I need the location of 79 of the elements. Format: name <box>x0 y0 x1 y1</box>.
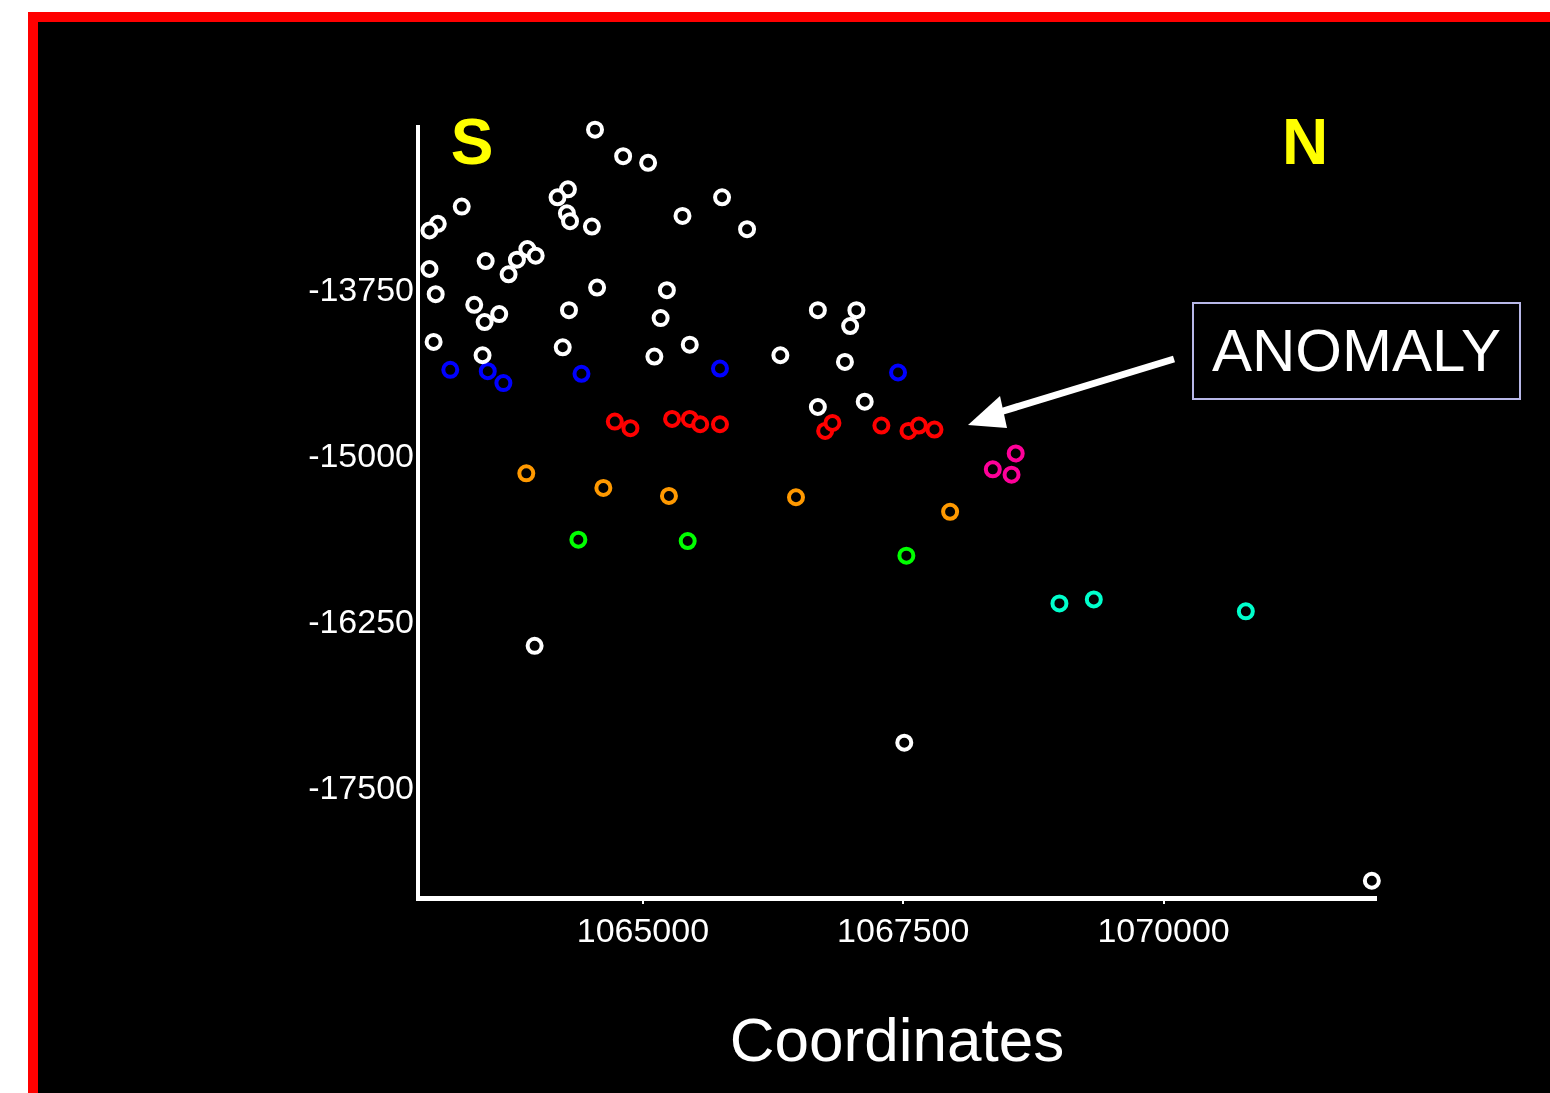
y-tick-label: -16250 <box>308 601 414 640</box>
point <box>452 197 471 216</box>
point <box>586 120 605 139</box>
point <box>771 346 790 365</box>
point <box>680 335 699 354</box>
point <box>983 460 1002 479</box>
point <box>909 416 928 435</box>
point <box>691 415 710 434</box>
point <box>475 313 494 332</box>
point <box>808 398 827 416</box>
point <box>594 478 613 497</box>
point <box>710 359 729 378</box>
point <box>490 305 509 324</box>
point <box>1236 602 1255 621</box>
annotation: N <box>1281 105 1329 179</box>
point <box>659 486 678 505</box>
point <box>605 412 624 431</box>
point <box>507 250 526 269</box>
point <box>420 259 439 278</box>
point <box>657 281 676 300</box>
point <box>1002 465 1021 484</box>
point <box>1084 590 1103 609</box>
annotation: ANOMALY <box>1192 302 1521 400</box>
point <box>465 295 484 314</box>
annotation: S <box>450 105 494 179</box>
point <box>847 301 866 320</box>
y-tick-label: -15000 <box>308 435 414 474</box>
point <box>835 352 854 371</box>
point <box>872 416 891 435</box>
point <box>823 413 842 432</box>
point <box>645 347 664 366</box>
point <box>525 636 544 655</box>
point <box>553 338 572 357</box>
point <box>478 362 497 381</box>
point <box>420 221 439 240</box>
x-axis-title: Coordinates <box>729 1004 1065 1074</box>
point <box>614 147 633 166</box>
point <box>1050 594 1069 613</box>
point <box>897 546 916 565</box>
point <box>841 317 860 336</box>
point <box>473 346 492 365</box>
point <box>678 532 697 551</box>
point <box>786 488 805 507</box>
point <box>738 220 757 239</box>
point <box>639 153 658 172</box>
point <box>441 360 460 379</box>
point <box>889 363 908 382</box>
point <box>588 278 607 297</box>
point <box>582 217 601 236</box>
point <box>673 206 692 225</box>
x-tick-label: 1070000 <box>1097 910 1230 949</box>
y-tick-label: -17500 <box>308 767 414 806</box>
point <box>925 420 944 439</box>
point <box>499 265 518 284</box>
point <box>663 409 682 428</box>
point <box>424 332 443 351</box>
point <box>895 733 914 752</box>
point <box>526 246 545 265</box>
point <box>855 392 874 411</box>
point <box>621 419 640 438</box>
point <box>651 309 670 328</box>
point <box>569 530 588 549</box>
x-tick-label: 1067500 <box>837 910 970 949</box>
point <box>941 502 960 521</box>
point <box>426 285 445 304</box>
point <box>494 374 513 393</box>
point <box>808 301 827 320</box>
point <box>559 301 578 320</box>
point <box>713 188 732 207</box>
point <box>1006 444 1025 463</box>
point <box>561 212 580 231</box>
x-tick-label: 1065000 <box>576 910 710 949</box>
y-tick-label: -13750 <box>308 269 414 308</box>
point <box>548 188 567 207</box>
point <box>1362 871 1381 890</box>
point <box>710 415 729 434</box>
point <box>476 252 495 271</box>
point <box>517 464 536 483</box>
point <box>572 364 591 383</box>
